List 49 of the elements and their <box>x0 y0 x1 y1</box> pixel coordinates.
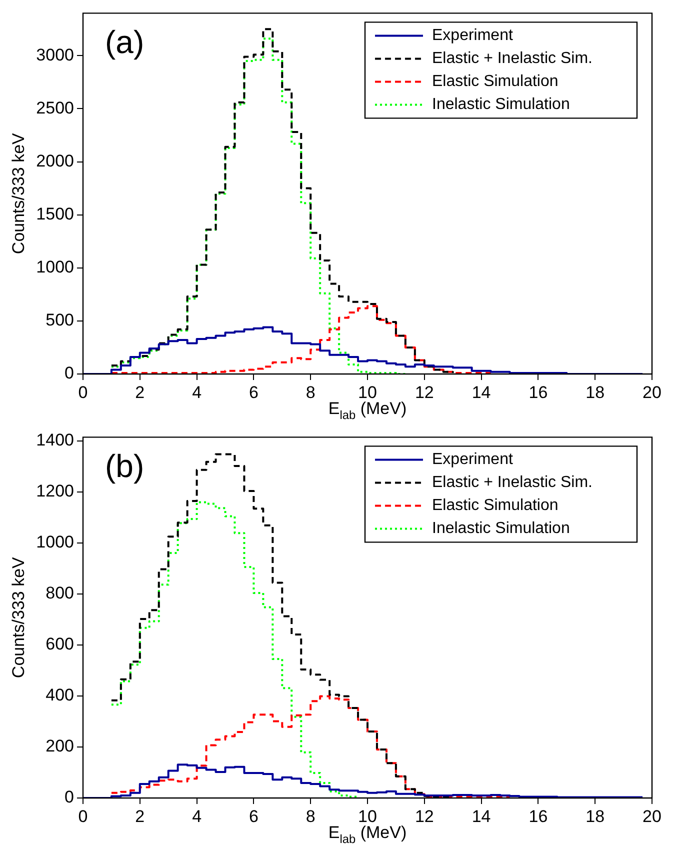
x-tick-label: 10 <box>358 806 377 826</box>
x-tick-label: 10 <box>358 382 377 402</box>
y-tick-label: 2000 <box>36 151 74 170</box>
x-tick-label: 14 <box>472 806 491 826</box>
x-tick-label: 0 <box>78 806 88 826</box>
y-tick-label: 1000 <box>36 532 74 552</box>
y-tick-label: 200 <box>46 736 74 756</box>
y-tick-label: 2500 <box>36 98 74 118</box>
y-tick-label: 1200 <box>36 482 74 501</box>
x-tick-label: 4 <box>192 806 202 826</box>
x-tick-label: 12 <box>414 382 434 402</box>
x-tick-label: 16 <box>528 806 548 826</box>
y-axis-title: Counts/333 keV <box>9 132 28 254</box>
x-tick-label: 18 <box>586 806 605 826</box>
y-tick-label: 600 <box>46 634 74 654</box>
y-tick-label: 800 <box>46 584 74 603</box>
y-tick-label: 1000 <box>36 258 74 277</box>
x-tick-label: 16 <box>528 382 548 402</box>
legend-label: Inelastic Simulation <box>432 520 570 538</box>
legend-label: Elastic Simulation <box>432 73 558 90</box>
annotation: (b) <box>105 448 144 484</box>
annotation: (a) <box>105 24 144 60</box>
x-tick-label: 8 <box>306 806 316 826</box>
y-tick-label: 400 <box>46 686 74 705</box>
y-axis-title: Counts/333 keV <box>9 556 28 678</box>
legend-label: Elastic + Inelastic Sim. <box>432 474 592 492</box>
legend-label: Elastic Simulation <box>432 497 558 514</box>
y-tick-label: 1500 <box>36 204 74 224</box>
x-tick-label: 0 <box>78 382 88 402</box>
x-tick-label: 14 <box>472 382 491 402</box>
x-tick-label: 6 <box>248 806 258 826</box>
y-tick-label: 0 <box>64 788 74 807</box>
y-tick-label: 500 <box>46 310 74 330</box>
x-tick-label: 2 <box>135 382 145 402</box>
y-tick-label: 0 <box>64 364 74 383</box>
y-tick-label: 3000 <box>36 45 74 64</box>
x-tick-label: 4 <box>192 382 202 402</box>
x-tick-label: 18 <box>586 382 605 402</box>
y-tick-label: 1400 <box>36 430 74 450</box>
x-tick-label: 12 <box>414 806 434 826</box>
legend-label: Experiment <box>432 451 514 468</box>
x-tick-label: 20 <box>642 806 662 826</box>
legend-label: Inelastic Simulation <box>432 96 570 114</box>
legend-label: Experiment <box>432 27 514 44</box>
legend-label: Elastic + Inelastic Sim. <box>432 50 592 68</box>
x-tick-label: 2 <box>135 806 145 826</box>
x-tick-label: 8 <box>306 382 316 402</box>
x-tick-label: 6 <box>248 382 258 402</box>
x-tick-label: 20 <box>642 382 662 402</box>
